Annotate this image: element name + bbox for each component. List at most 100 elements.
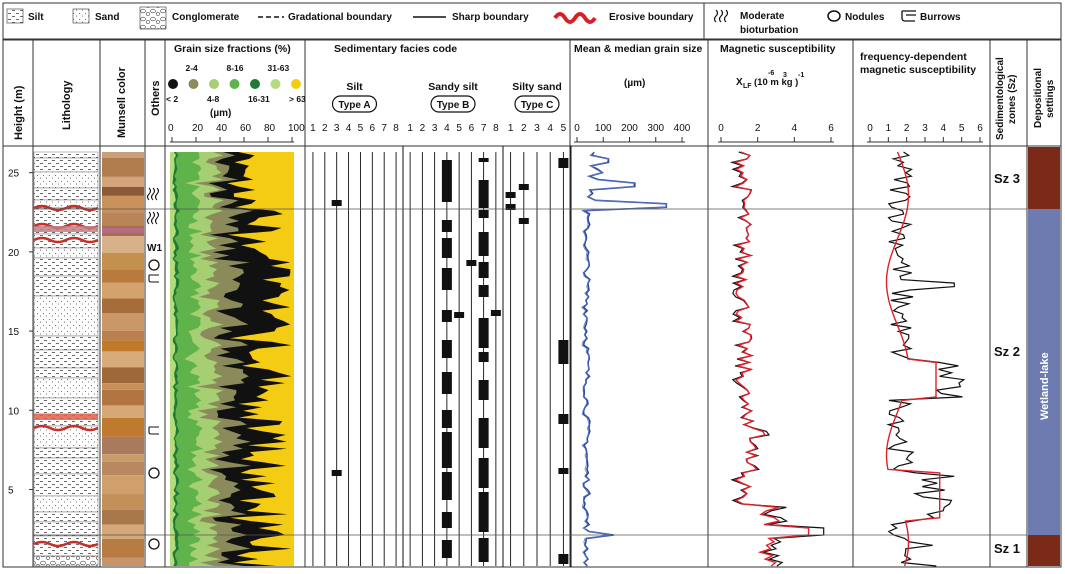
lithology-bed (33, 157, 99, 173)
munsell-band (102, 538, 144, 558)
facies-tick-label: 1 (310, 123, 316, 134)
height-tick-label: 15 (8, 327, 20, 338)
median-grain-size-line (581, 151, 667, 567)
facies-block (478, 318, 489, 348)
munsell-band (102, 195, 144, 213)
munsell-band (102, 282, 144, 299)
fd-tick-label: 0 (867, 123, 873, 134)
ms-tick-label: 6 (828, 123, 834, 134)
facies-block (441, 160, 452, 202)
grain-legend-label: 4-8 (207, 94, 220, 104)
grain-legend-swatch (291, 79, 301, 89)
munsell-band (102, 176, 144, 187)
mean-tick-label: 0 (574, 123, 580, 134)
grain-size-unit: (µm) (210, 108, 231, 119)
facies-block (558, 414, 569, 424)
depositional-header-1: Depositional (1033, 68, 1044, 128)
facies-tick-label: 8 (393, 123, 399, 134)
mean-tick-label: 200 (621, 123, 638, 134)
legend-bar: Silt Sand Conglomerate Gradational bound… (2, 2, 1062, 40)
erosive-boundary (33, 204, 99, 212)
ms-tick-label: 2 (755, 123, 761, 134)
lithology-bed (33, 275, 99, 297)
facies-block (490, 310, 501, 316)
facies-tick-label: 2 (420, 123, 426, 134)
zone-sz1: Sz 1 (994, 541, 1020, 556)
facies-type-name: Silt (346, 81, 363, 93)
ms-red-line (733, 151, 810, 567)
ms-unit-subscript: LF (743, 83, 752, 90)
munsell-band (102, 475, 144, 495)
nodule-icon (148, 467, 160, 479)
facies-tick-label: 1 (407, 123, 413, 134)
facies-block (505, 192, 516, 198)
facies-block (478, 158, 489, 162)
ms-unit-exp3: -1 (798, 72, 804, 79)
facies-tick-label: 3 (334, 123, 340, 134)
mean-grain-size-plot (581, 151, 668, 567)
legend-sharp: Sharp boundary (452, 12, 529, 23)
facies-block (478, 458, 489, 488)
lithology-bed (33, 521, 99, 537)
grain-tick-label: 20 (192, 123, 204, 134)
fd-tick-label: 6 (977, 123, 983, 134)
munsell-band (102, 405, 144, 418)
facies-type-badge-label: Type A (338, 100, 370, 111)
facies-block (441, 432, 452, 468)
lithology-bed (33, 295, 99, 337)
facies-tick-label: 3 (534, 123, 540, 134)
facies-block (441, 220, 452, 232)
height-axis: 25 20 15 10 5 (8, 169, 33, 496)
facies-type-badge (514, 95, 560, 113)
lithology-header: Lithology (61, 80, 73, 130)
legend-bioturbation-2: bioturbation (740, 25, 798, 36)
munsell-band (102, 383, 144, 390)
fd-title-1: frequency-dependent (860, 51, 967, 63)
fd-tick-label: 1 (886, 123, 892, 134)
conglomerate-swatch (139, 6, 167, 30)
facies-block (466, 260, 477, 266)
lithology-bed (33, 377, 99, 399)
erosive-boundary (33, 540, 99, 548)
burrow-icon (148, 426, 159, 435)
grain-legend-swatch (168, 79, 178, 89)
grain-legend-label: > 63 (289, 94, 306, 104)
silt-swatch (6, 8, 24, 24)
grain-size-legend: < 2 2-4 4-8 8-16 16-31 31-63 > 63 (166, 63, 306, 104)
fd-susceptibility-plot (885, 151, 966, 567)
munsell-band (102, 252, 144, 270)
mean-grain-size-line (581, 151, 668, 567)
lithology-bed (33, 257, 99, 277)
facies-block (478, 285, 489, 297)
fd-axis: 0 1 2 3 4 5 6 (867, 123, 983, 143)
munsell-band (102, 436, 144, 455)
munsell-band (102, 212, 144, 226)
ms-tick-label: 0 (718, 123, 724, 134)
munsell-band (102, 313, 144, 331)
munsell-band (102, 236, 144, 253)
facies-tick-label: 5 (456, 123, 462, 134)
munsell-band (102, 389, 144, 406)
munsell-band (102, 340, 144, 352)
ms-unit-exp1: -6 (768, 70, 774, 77)
facies-type-badge (331, 95, 378, 113)
facies-type-badge-label: Type C (521, 100, 554, 111)
lithology-bed (33, 447, 99, 459)
facies-block (441, 512, 452, 528)
facies-tick-label: 2 (521, 123, 527, 134)
facies-block (441, 410, 452, 428)
bioturbation-icon (713, 9, 729, 23)
munsell-band (102, 524, 144, 539)
mean-tick-label: 300 (647, 123, 664, 134)
nodule-icon (148, 259, 160, 271)
facies-block (478, 492, 489, 532)
facies-block (441, 268, 452, 290)
grain-size-title: Grain size fractions (%) (174, 43, 291, 55)
others-header: Others (150, 81, 162, 116)
lithology-bed (33, 511, 99, 523)
zones-header-1: Sedimentological (995, 57, 1006, 140)
munsell-band (102, 494, 144, 510)
mean-axis: 0 100 200 300 400 (574, 123, 691, 143)
facies-type-badge-label: Type B (437, 100, 470, 111)
